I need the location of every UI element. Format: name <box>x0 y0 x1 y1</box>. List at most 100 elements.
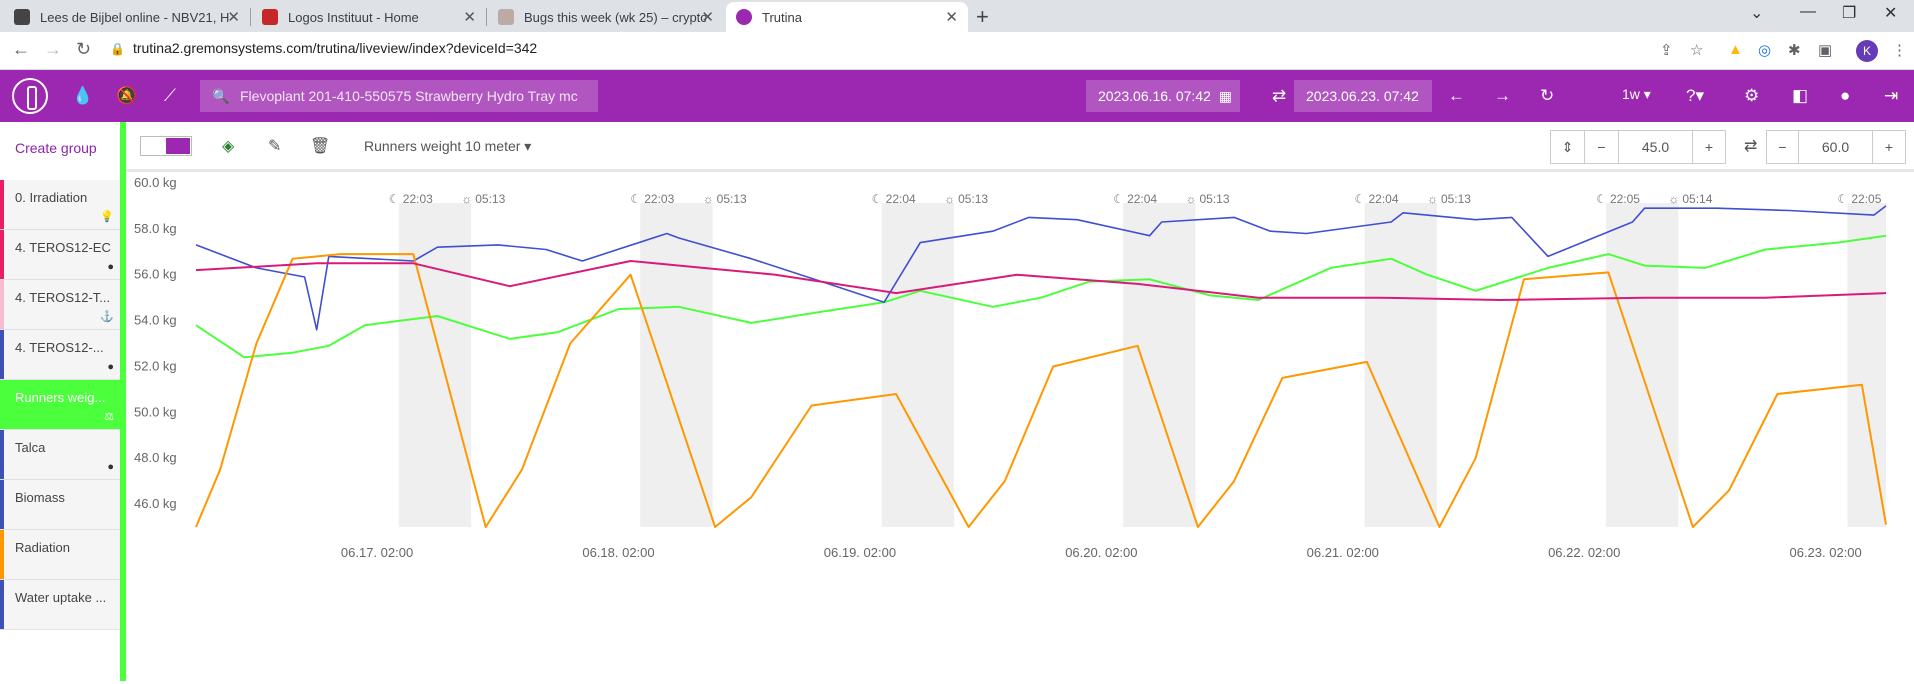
tab-separator <box>250 8 251 26</box>
period-select[interactable]: 1w ▾ <box>1622 86 1651 102</box>
arrow-right-icon[interactable]: → <box>1494 86 1511 105</box>
ymin-field[interactable]: 45.0 <box>1619 131 1693 163</box>
bug-icon <box>498 9 514 25</box>
reload-icon[interactable]: ↻ <box>76 39 92 59</box>
moon-time: 22:05 <box>1851 192 1881 206</box>
trutina-logo-icon[interactable] <box>12 78 48 114</box>
extension-sync-icon[interactable]: ◎ <box>1758 42 1772 59</box>
logout-icon[interactable]: ⇥ <box>1884 86 1899 105</box>
trash-icon[interactable]: 🗑 <box>310 138 331 155</box>
ymax-field[interactable]: 60.0 <box>1799 131 1873 163</box>
sidebar-item[interactable]: Runners weig... ⚖ <box>0 380 120 430</box>
ymax-minus-button[interactable]: − <box>1767 131 1799 163</box>
tab-search-icon[interactable]: ⌄ <box>1750 5 1764 22</box>
night-band <box>881 203 955 527</box>
sun-icon: ☼ <box>1186 192 1197 206</box>
browser-tab-bugs[interactable]: Bugs this week (wk 25) – cryptobug ✕ <box>488 2 724 32</box>
minimize-button[interactable]: — <box>1800 3 1816 20</box>
y-tick-label: 46.0 kg <box>134 496 177 511</box>
extensions-puzzle-icon[interactable]: ✱ <box>1788 42 1801 59</box>
pencil-icon[interactable]: ✎ <box>268 138 282 155</box>
ymin-minus-button[interactable]: − <box>1585 131 1619 163</box>
scale-icon: ⚖ <box>104 411 114 423</box>
series-select[interactable]: Runners weight 10 meter ▾ <box>364 138 532 154</box>
refresh-icon[interactable]: ↻ <box>1540 86 1555 105</box>
sidebar-item-color-bar <box>0 430 4 479</box>
swap-icon[interactable]: ⇄ <box>1744 138 1758 155</box>
restore-button[interactable]: ❐ <box>1842 5 1857 22</box>
browser-tab-logos[interactable]: Logos Instituut - Home ✕ <box>252 2 486 32</box>
sidebar-item-label: 4. TEROS12-T... <box>15 290 111 305</box>
ymax-plus-button[interactable]: + <box>1884 139 1894 155</box>
lock-icon: 🔒 <box>110 42 125 56</box>
bookmark-star-icon[interactable]: ☆ <box>1690 42 1704 59</box>
share-icon[interactable]: ⇪ <box>1660 42 1673 59</box>
close-icon[interactable]: ✕ <box>463 9 476 26</box>
color-picker[interactable] <box>140 136 192 156</box>
chart-svg[interactable]: 46.0 kg 48.0 kg 50.0 kg 52.0 kg 54.0 kg 56.0 … <box>126 175 1914 681</box>
night-band <box>398 203 472 527</box>
sidebar-item[interactable]: 4. TEROS12-T... ⚓ <box>0 280 120 330</box>
sun-time: 05:13 <box>1441 192 1471 206</box>
sidebar-item-color-bar <box>0 280 4 329</box>
ymin-stepper: ⇕ − 45.0 + <box>1550 130 1726 164</box>
search-input[interactable]: 🔍 Flevoplant 201-410-550575 Strawberry H… <box>200 80 598 112</box>
color-swatch <box>166 138 190 154</box>
calendar-icon[interactable]: ▦ <box>1218 88 1232 104</box>
date-from-field[interactable]: 2023.06.16. 07:42 ▦ <box>1086 80 1240 112</box>
date-to-field[interactable]: 2023.06.23. 07:42 <box>1294 80 1432 112</box>
avatar[interactable]: K <box>1856 40 1878 62</box>
browser-tab-trutina[interactable]: Trutina ✕ <box>726 2 968 32</box>
sidebar-item[interactable]: 4. TEROS12-... ● <box>0 330 120 380</box>
sidebar-item[interactable]: 4. TEROS12-EC ● <box>0 230 120 280</box>
y-tick-label: 54.0 kg <box>134 313 177 328</box>
sidebar-item-color-bar <box>0 380 4 429</box>
search-value: Flevoplant 201-410-550575 Strawberry Hyd… <box>240 88 578 104</box>
sidebar-accent-strip <box>120 122 126 681</box>
leaf-off-icon[interactable]: ⟋ <box>164 86 176 105</box>
y-tick-label: 50.0 kg <box>134 404 177 419</box>
sidebar-item[interactable]: Water uptake ... <box>0 580 120 630</box>
arrow-left-icon[interactable]: ← <box>1448 86 1465 105</box>
create-group-link[interactable]: Create group <box>15 140 97 156</box>
sidebar-item[interactable]: Radiation <box>0 530 120 580</box>
alarm-off-icon[interactable]: 🔕 <box>116 86 138 105</box>
sidebar-item[interactable]: Biomass <box>0 480 120 530</box>
close-icon[interactable]: ✕ <box>945 9 958 26</box>
chart-area: 46.0 kg 48.0 kg 50.0 kg 52.0 kg 54.0 kg 56.0 … <box>126 175 1914 681</box>
url-field[interactable]: 🔒 trutina2.gremonsystems.com/trutina/live… <box>110 40 537 56</box>
forward-icon[interactable]: → <box>44 39 62 59</box>
close-window-button[interactable]: ✕ <box>1884 5 1898 22</box>
tab-title: Bugs this week (wk 25) – cryptobug <box>524 9 706 25</box>
series-line-0 <box>195 234 1887 359</box>
back-icon[interactable]: ← <box>12 39 30 59</box>
ymin-plus-button[interactable]: + <box>1704 139 1714 155</box>
drop-icon[interactable]: 💧 <box>72 86 94 105</box>
tab-title: Lees de Bijbel online - NBV21, HSV <box>40 9 230 25</box>
moon-icon: ☾ <box>1113 192 1124 206</box>
sidebar-item[interactable]: Talca ● <box>0 430 120 480</box>
drive-icon[interactable]: ▲ <box>1728 41 1743 58</box>
series-line-3 <box>195 260 1887 301</box>
user-icon[interactable]: ● <box>1840 86 1851 105</box>
help-icon[interactable]: ?▾ <box>1686 86 1704 105</box>
night-band <box>1605 203 1679 527</box>
date-to-value: 2023.06.23. 07:42 <box>1306 88 1419 104</box>
sidebar-item[interactable]: 0. Irradiation 💡 <box>0 180 120 230</box>
swap-icon[interactable]: ⇄ <box>1272 86 1287 105</box>
paint-bucket-icon[interactable]: ◈ <box>222 138 235 155</box>
close-icon[interactable]: ✕ <box>227 9 240 26</box>
search-icon: 🔍 <box>212 88 230 104</box>
trutina-icon <box>736 9 752 25</box>
close-icon[interactable]: ✕ <box>701 9 714 26</box>
collapse-icon[interactable]: ⇕ <box>1551 131 1585 163</box>
browser-tab-strip: Lees de Bijbel online - NBV21, HSV ✕ Log… <box>0 0 1914 32</box>
kebab-menu-icon[interactable]: ⋮ <box>1892 42 1907 59</box>
layout-icon[interactable]: ◧ <box>1792 86 1809 105</box>
new-tab-button[interactable]: + <box>976 4 989 29</box>
browser-tab-bible[interactable]: Lees de Bijbel online - NBV21, HSV ✕ <box>4 2 250 32</box>
sidepanel-icon[interactable]: ▣ <box>1818 42 1833 59</box>
y-tick-label: 52.0 kg <box>134 358 177 373</box>
tab-title: Trutina <box>762 9 802 25</box>
gear-icon[interactable]: ⚙ <box>1744 86 1760 105</box>
